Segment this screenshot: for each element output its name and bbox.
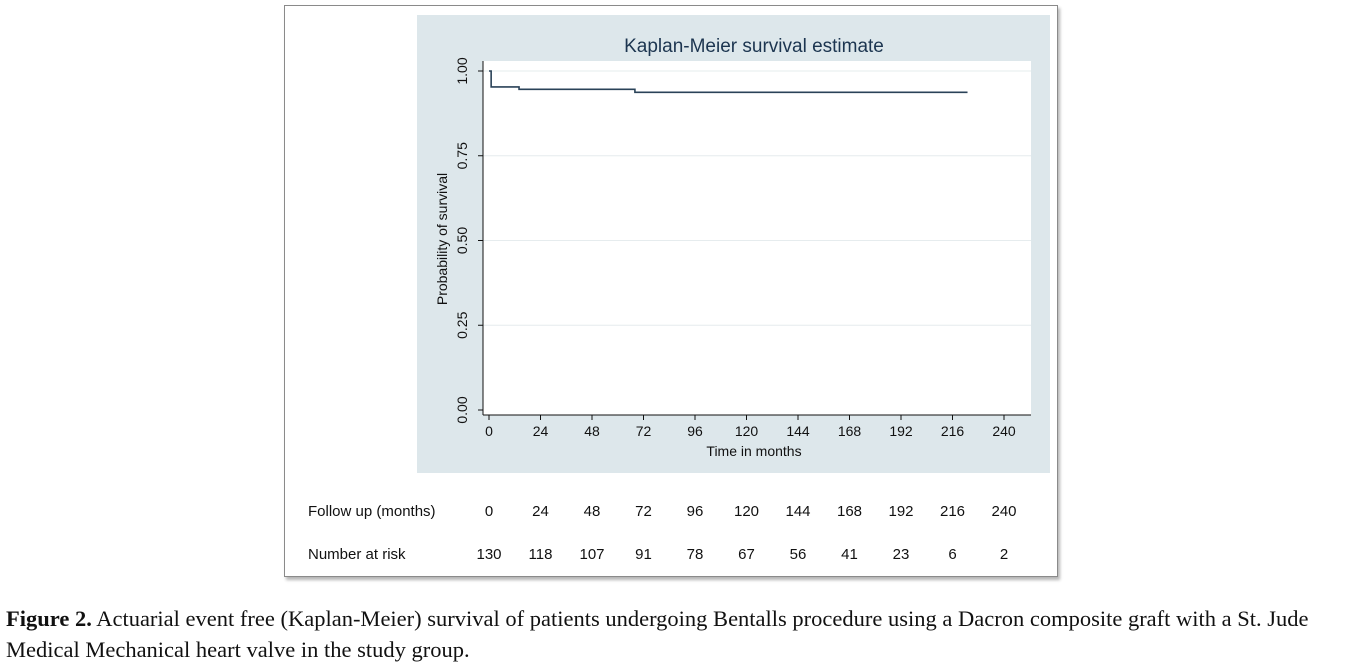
risk-table-cell: 6 [948, 546, 957, 563]
series-layer [489, 70, 968, 94]
risk-table-cell: 240 [991, 503, 1017, 520]
caption-label: Figure 2. [6, 606, 92, 631]
x-tick-label: 168 [838, 423, 862, 439]
survival-chart: Kaplan-Meier survival estimate Time in m… [434, 36, 1031, 459]
x-tick-label: 120 [735, 423, 759, 439]
figure-caption: Figure 2. Actuarial event free (Kaplan-M… [6, 603, 1352, 665]
risk-table-cell: 168 [836, 503, 863, 520]
risk-table-cell: 24 [532, 503, 549, 520]
risk-table-cell: 144 [785, 503, 811, 520]
survival-curve [489, 70, 968, 94]
plot-background: Kaplan-Meier survival estimate Time in m… [417, 15, 1050, 473]
gridlines [483, 70, 1031, 326]
x-tick-label: 96 [687, 423, 703, 439]
risk-table-cell: 216 [939, 503, 966, 520]
x-tick-label: 24 [533, 423, 549, 439]
x-axis-label: Time in months [706, 443, 801, 459]
risk-row-followup-label: Follow up (months) [308, 503, 436, 520]
chart-title: Kaplan-Meier survival estimate [624, 36, 884, 57]
risk-table-cell: 120 [733, 503, 760, 520]
y-tick-label: 0.50 [454, 227, 470, 254]
risk-table-cell: 48 [583, 503, 601, 520]
risk-table-cell: 78 [686, 546, 704, 563]
risk-table-cell: 96 [686, 503, 704, 520]
x-tick-label: 48 [584, 423, 600, 439]
x-tick-label: 144 [786, 423, 810, 439]
risk-table-cell: 23 [892, 546, 910, 563]
risk-table-cell: 0 [484, 503, 494, 520]
y-tick-label: 0.75 [454, 142, 470, 169]
figure-panel: Kaplan-Meier survival estimate Time in m… [284, 5, 1058, 577]
risk-table-cell: 41 [841, 546, 858, 563]
x-tick-label: 72 [636, 423, 652, 439]
risk-table-cell: 67 [738, 546, 755, 563]
risk-row-atrisk-label: Number at risk [308, 546, 406, 563]
risk-table-cell: 118 [528, 546, 553, 563]
risk-table-cell: 91 [635, 546, 652, 563]
risk-table-cell: 56 [789, 546, 807, 563]
risk-table-cell: 130 [476, 546, 502, 563]
x-tick-label: 240 [992, 423, 1016, 439]
y-axis-label: Probability of survival [434, 173, 450, 305]
x-tick-label: 192 [889, 423, 913, 439]
risk-table-cell: 107 [579, 546, 605, 563]
x-tick-label: 0 [485, 423, 493, 439]
caption-text: Actuarial event free (Kaplan-Meier) surv… [6, 606, 1309, 662]
y-tick-label: 0.25 [454, 311, 470, 338]
y-tick-label: 1.00 [454, 57, 470, 84]
y-tick-label: 0.00 [454, 396, 470, 423]
axes: 0.00 0.25 0.50 0.75 1.00 0 24 48 72 96 120 144 168 19… [454, 57, 1031, 439]
risk-table-cell: 192 [888, 503, 914, 520]
risk-table-cell: 72 [635, 503, 652, 520]
plot-area [483, 61, 1031, 415]
risk-table-cell: 2 [999, 546, 1009, 563]
x-tick-label: 216 [941, 423, 965, 439]
